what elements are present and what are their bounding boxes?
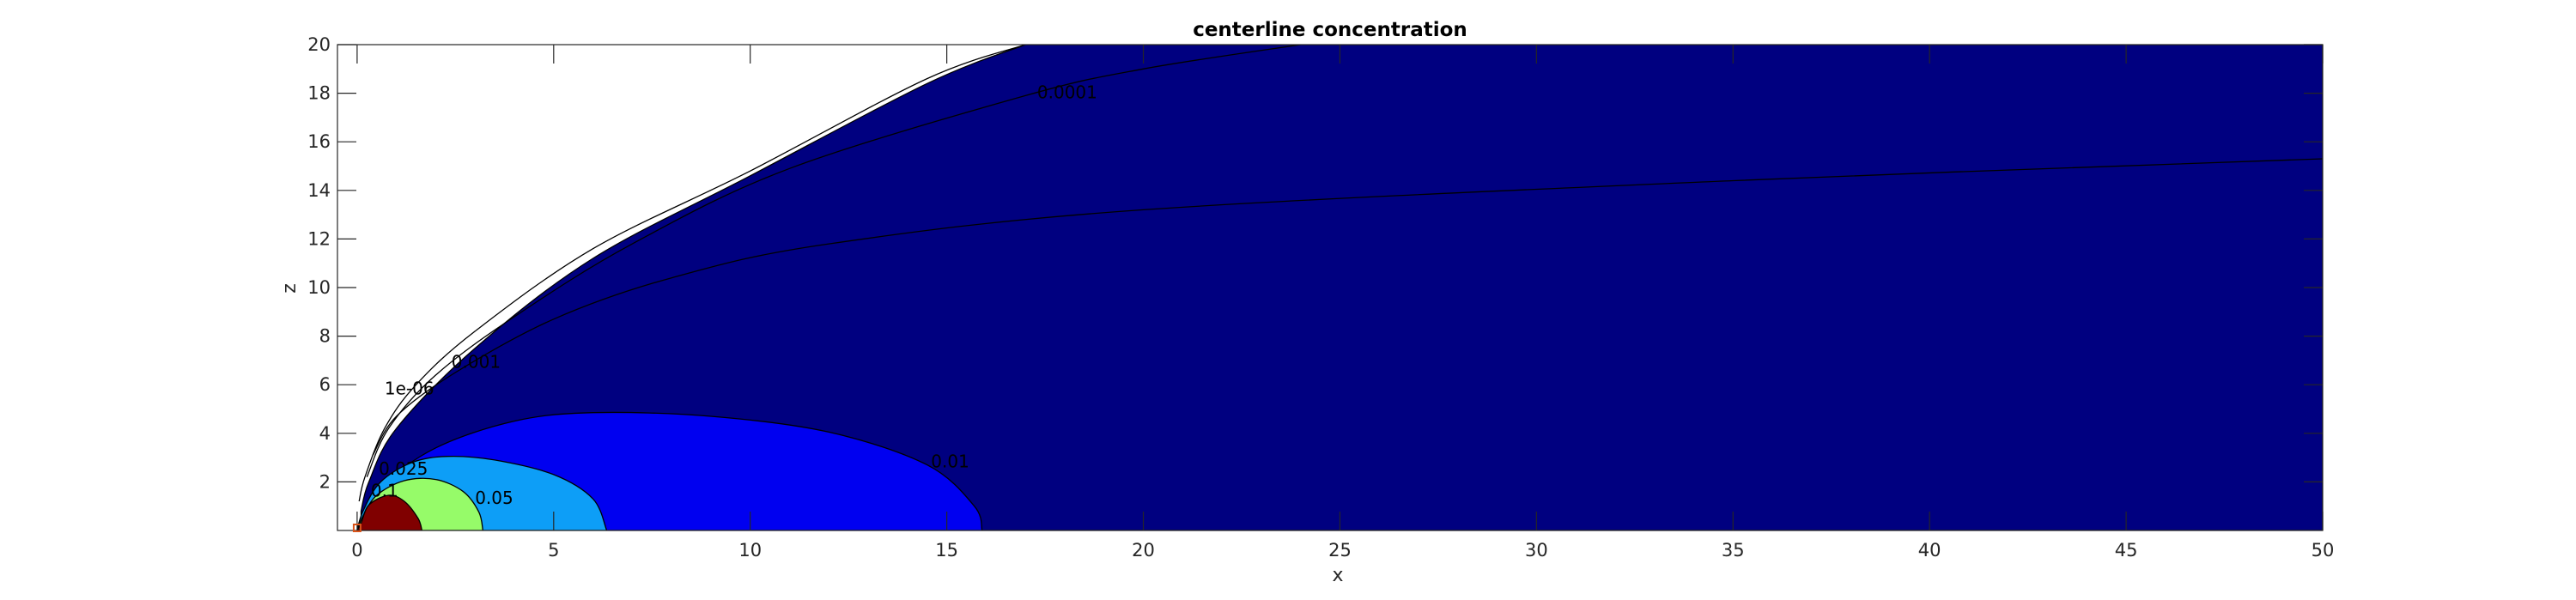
y-tick-label: 10 <box>307 277 331 298</box>
contour-line-0_0001 <box>366 45 1301 477</box>
y-tick-label: 16 <box>307 131 331 152</box>
contour-line-1e-06 <box>358 45 1026 502</box>
y-axis: 2 4 6 8 10 12 14 16 18 20 <box>307 34 2323 492</box>
source-marker-square <box>352 524 361 532</box>
x-axis-label: x <box>1332 565 1343 586</box>
x-tick-label: 20 <box>1132 540 1155 561</box>
y-tick-label: 8 <box>319 326 331 347</box>
y-tick-label: 2 <box>319 471 331 492</box>
x-tick-label: 45 <box>2115 540 2138 561</box>
contour-label: 0.05 <box>475 488 513 508</box>
y-tick-label: 18 <box>307 83 331 104</box>
contour-labels: 0.0001 0.001 1e-06 0.01 0.025 0.05 0.1 <box>371 82 1097 508</box>
filled-regions <box>356 45 2323 530</box>
x-tick-label: 35 <box>1722 540 1745 561</box>
contour-lines <box>358 45 2323 502</box>
x-axis: 0 5 10 15 20 25 30 35 40 45 50 <box>351 45 2334 561</box>
contour-label: 0.025 <box>379 458 428 479</box>
x-tick-label: 0 <box>351 540 362 561</box>
x-tick-label: 10 <box>738 540 762 561</box>
x-tick-label: 40 <box>1918 540 1941 561</box>
y-tick-label: 14 <box>307 180 331 201</box>
contour-region-0_1 <box>356 494 423 530</box>
contour-region-0_000001 <box>360 45 2323 530</box>
x-tick-label: 30 <box>1525 540 1548 561</box>
x-tick-label: 50 <box>2312 540 2335 561</box>
contour-label: 0.1 <box>371 480 398 500</box>
y-tick-label: 6 <box>319 374 331 395</box>
x-tick-label: 5 <box>548 540 559 561</box>
x-tick-label: 25 <box>1328 540 1352 561</box>
source-marker <box>352 524 361 532</box>
y-tick-label: 4 <box>319 423 331 444</box>
contour-label: 0.0001 <box>1037 82 1097 102</box>
contour-label: 1e-06 <box>385 379 434 399</box>
chart-title: centerline concentration <box>1193 19 1467 41</box>
y-tick-label: 20 <box>307 34 331 55</box>
contour-label: 0.01 <box>931 451 969 471</box>
contour-line-0_001 <box>372 158 2323 456</box>
y-tick-label: 12 <box>307 228 331 249</box>
x-tick-label: 15 <box>935 540 958 561</box>
contour-label: 0.001 <box>452 351 501 372</box>
y-axis-label: z <box>279 283 301 294</box>
